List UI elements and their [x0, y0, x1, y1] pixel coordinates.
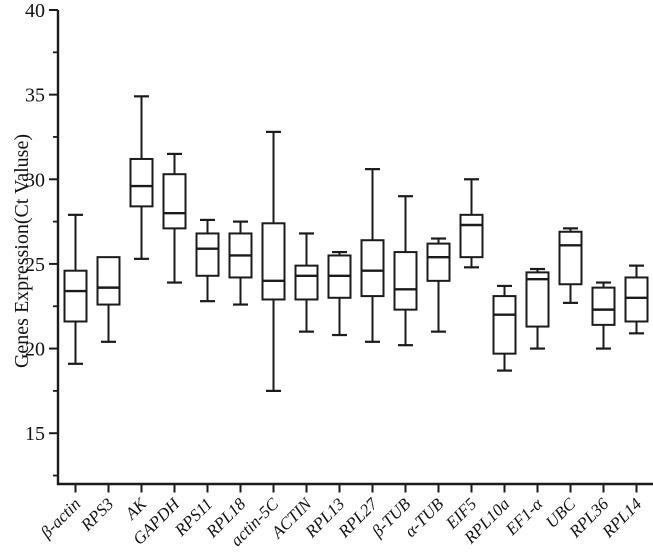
iqr-box	[360, 239, 385, 298]
box-RPS11	[195, 218, 220, 303]
iqr-box	[129, 157, 154, 208]
iqr-box	[525, 271, 550, 328]
y-axis-title: Genes Expression(Ct Valuse)	[11, 133, 33, 369]
iqr-box	[591, 286, 616, 326]
y-tick-label: 25	[25, 254, 45, 276]
box-EIF5	[459, 178, 484, 269]
box-RPL18	[228, 220, 253, 306]
box-β-actin	[63, 213, 88, 365]
x-tick-label: EF1-α	[501, 494, 547, 540]
iqr-box	[261, 222, 286, 301]
iqr-box	[294, 264, 319, 301]
y-tick-label: 30	[25, 169, 45, 191]
y-tick-label: 20	[25, 339, 45, 361]
y-tick-label: 40	[25, 0, 45, 22]
box-UBC	[558, 227, 583, 304]
x-tick-label: β-actin	[36, 494, 84, 542]
box-GAPDH	[162, 152, 187, 284]
iqr-box	[426, 242, 451, 282]
box-RPL13	[327, 250, 352, 337]
box-α-TUB	[426, 237, 451, 333]
iqr-box	[459, 213, 484, 259]
iqr-box	[63, 269, 88, 323]
iqr-box	[393, 251, 418, 311]
x-tick-label: α-TUB	[401, 494, 448, 541]
iqr-box	[96, 256, 121, 306]
box-actin-5C	[261, 130, 286, 392]
iqr-box	[162, 173, 187, 230]
box-RPS3	[96, 256, 121, 343]
box-RPL36	[591, 281, 616, 350]
y-tick-label: 35	[25, 85, 45, 107]
box-EF1-α	[525, 267, 550, 350]
box-RPL10a	[492, 284, 517, 372]
iqr-box	[624, 276, 649, 323]
box-RPL14	[624, 264, 649, 335]
iqr-box	[558, 230, 583, 286]
x-tick-label: RPS3	[76, 494, 117, 535]
iqr-box	[492, 295, 517, 355]
y-tick-label: 15	[25, 423, 45, 445]
box-RPL27	[360, 168, 385, 343]
box-ACTIN	[294, 232, 319, 333]
iqr-box	[195, 232, 220, 277]
box-β-TUB	[393, 195, 418, 347]
box-AK	[129, 95, 154, 260]
